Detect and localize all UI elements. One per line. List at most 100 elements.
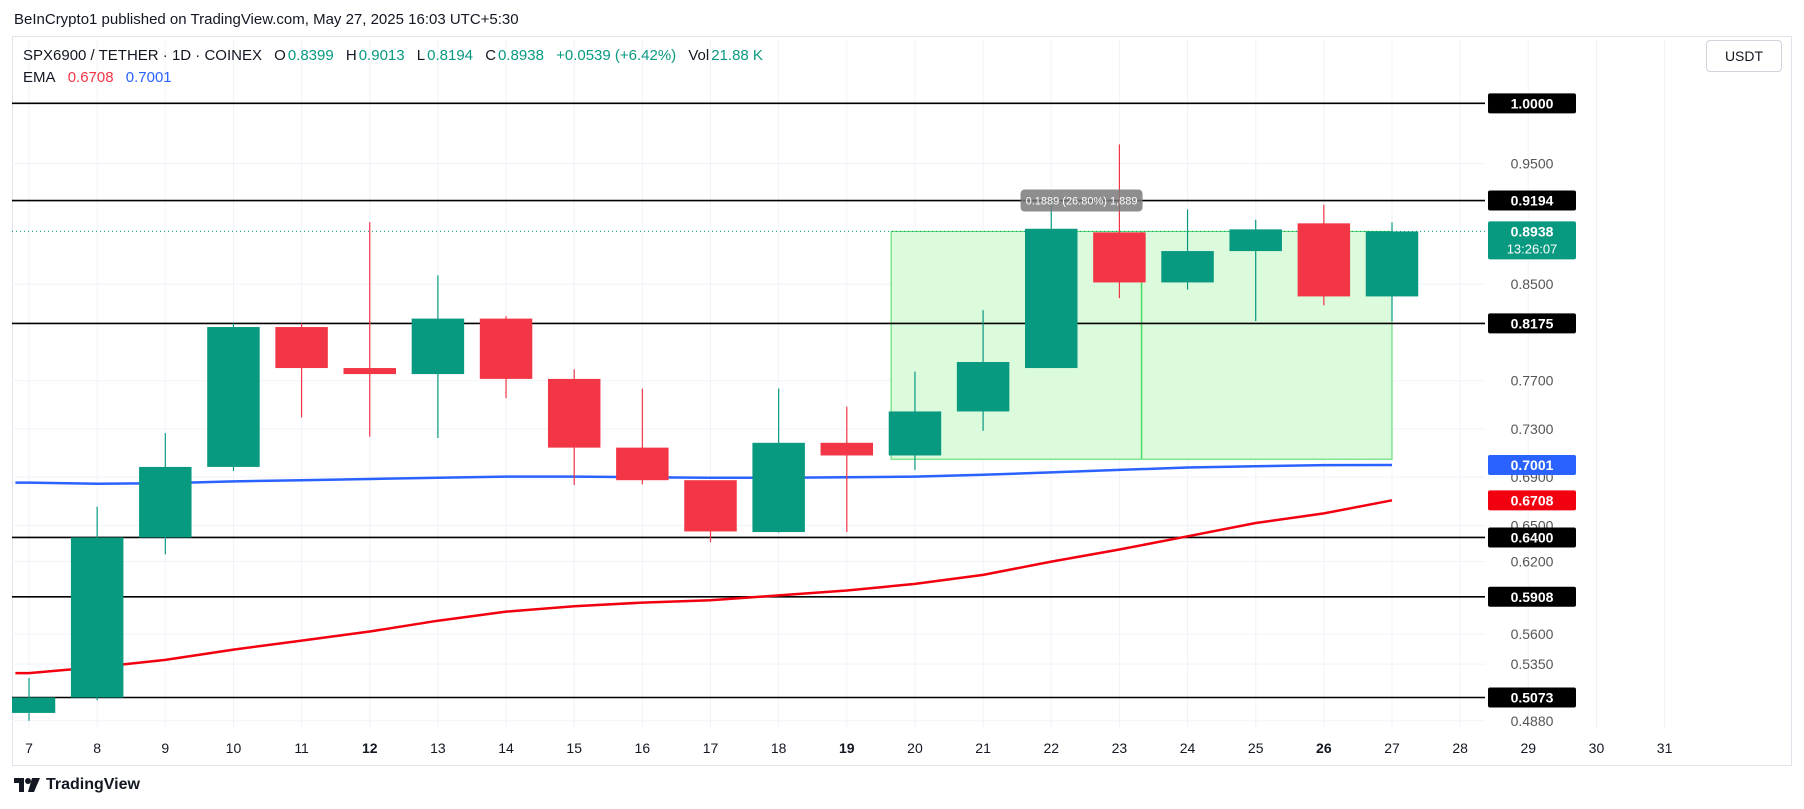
publisher-caption: BeInCrypto1 published on TradingView.com… — [14, 11, 519, 28]
x-axis-tick: 29 — [1521, 740, 1537, 756]
tradingview-brand[interactable]: TradingView — [14, 776, 140, 794]
candle — [275, 323, 328, 418]
x-axis-tick: 21 — [975, 740, 991, 756]
candle — [888, 371, 942, 470]
currency-button[interactable]: USDT — [1706, 40, 1782, 72]
y-axis-tick: 0.5350 — [1511, 656, 1554, 672]
x-axis-tick: 10 — [226, 740, 242, 756]
x-axis-tick: 27 — [1384, 740, 1400, 756]
candle — [12, 677, 56, 721]
x-axis-tick: 7 — [25, 740, 33, 756]
candle-body — [684, 480, 737, 532]
level-badge: 0.5908 — [1488, 586, 1576, 607]
level-badge-text: 0.8175 — [1511, 315, 1554, 331]
x-axis-tick: 15 — [566, 740, 582, 756]
volume-value: 21.88 K — [711, 47, 763, 64]
candle — [616, 388, 669, 485]
candle-body — [547, 378, 601, 448]
candle-body — [207, 327, 260, 467]
level-badge-text: 1.0000 — [1511, 95, 1554, 111]
x-axis-tick: 14 — [498, 740, 514, 756]
y-axis-tick: 0.7300 — [1511, 421, 1554, 437]
close-value: 0.8938 — [498, 47, 544, 64]
candle — [547, 369, 601, 486]
candle-body — [411, 318, 465, 375]
candle-body — [70, 537, 124, 698]
level-badge-text: 0.5073 — [1511, 689, 1554, 705]
high-label: H — [345, 47, 357, 64]
candle — [411, 275, 465, 438]
price-range-label: 0.1889 (26.80%) 1,889 — [1020, 189, 1143, 212]
grid-lines — [12, 40, 1666, 728]
countdown-timer: 13:26:07 — [1507, 241, 1558, 256]
high-value: 0.9013 — [358, 47, 405, 64]
level-badge-bg — [1488, 687, 1576, 708]
candle-body — [1365, 231, 1419, 297]
ema-fast-value: 0.6708 — [67, 69, 114, 86]
y-axis-tick: 0.8500 — [1511, 276, 1554, 292]
candle — [1093, 144, 1146, 299]
ema-badge: 0.6708 — [1488, 490, 1576, 511]
price-range-label-text: 0.1889 (26.80%) 1,889 — [1026, 196, 1138, 208]
x-axis-tick: 16 — [635, 740, 651, 756]
x-axis-tick: 17 — [703, 740, 719, 756]
x-axis-tick: 9 — [161, 740, 169, 756]
ema-badge: 0.7001 — [1488, 454, 1576, 475]
ema-badge-bg — [1488, 454, 1576, 475]
x-axis-tick: 12 — [362, 740, 378, 756]
candle — [1365, 222, 1419, 322]
open-value: 0.8399 — [287, 47, 334, 64]
candle — [343, 222, 396, 437]
level-badge: 0.6400 — [1488, 527, 1576, 548]
low-label: L — [416, 47, 426, 64]
chart-frame — [12, 36, 1792, 766]
volume-label: Vol — [688, 47, 710, 64]
last-price-badge: 0.8938 13:26:07 — [1488, 221, 1576, 260]
ema-badge-bg — [1488, 490, 1576, 511]
ema-label[interactable]: EMA — [23, 69, 56, 86]
price-range-label-bg — [1020, 189, 1143, 212]
ema-fast-line — [15, 499, 1393, 675]
candle-body — [956, 362, 1010, 412]
candle-body — [1093, 232, 1146, 283]
y-axis-tick: 0.9500 — [1511, 156, 1554, 172]
candle-body — [343, 368, 396, 375]
candle — [1229, 219, 1282, 322]
x-axis-tick: 25 — [1248, 740, 1264, 756]
x-axis-tick: 28 — [1452, 740, 1468, 756]
y-axis-tick: 0.5600 — [1511, 626, 1554, 642]
candle-body — [479, 318, 533, 379]
brand-label: TradingView — [46, 776, 140, 793]
x-axis-tick: 8 — [93, 740, 101, 756]
candle-body — [139, 466, 192, 538]
last-price-value: 0.8938 — [1511, 223, 1554, 239]
x-axis-tick: 22 — [1043, 740, 1059, 756]
level-badge-text: 0.6400 — [1511, 529, 1554, 545]
y-axis-tick: 0.7700 — [1511, 373, 1554, 389]
candle-body — [1161, 251, 1214, 283]
symbol-label[interactable]: SPX6900 / TETHER · 1D · COINEX — [23, 47, 262, 64]
candle — [1025, 195, 1078, 369]
level-badge-text: 0.5908 — [1511, 589, 1554, 605]
ema-row: EMA 0.6708 0.7001 — [23, 67, 765, 89]
level-badge-bg — [1488, 93, 1576, 114]
candle — [70, 506, 124, 701]
level-badge: 1.0000 — [1488, 93, 1576, 114]
level-badge-text: 0.9194 — [1511, 193, 1554, 209]
level-badge-bg — [1488, 313, 1576, 334]
candle-body — [1025, 228, 1078, 369]
candle-body — [1229, 229, 1282, 252]
candle-body — [1297, 223, 1351, 297]
candle — [752, 388, 805, 533]
candle-body — [12, 697, 56, 713]
x-axis-tick: 20 — [907, 740, 923, 756]
level-badge: 0.8175 — [1488, 313, 1576, 334]
ema-slow-value: 0.7001 — [125, 69, 172, 86]
x-axis-tick: 30 — [1589, 740, 1605, 756]
candle — [956, 310, 1010, 431]
chart-legend: SPX6900 / TETHER · 1D · COINEX O 0.8399 H… — [23, 45, 765, 89]
last-price-badge-bg — [1488, 221, 1576, 260]
x-axis-tick: 24 — [1180, 740, 1196, 756]
candle — [1297, 204, 1351, 306]
